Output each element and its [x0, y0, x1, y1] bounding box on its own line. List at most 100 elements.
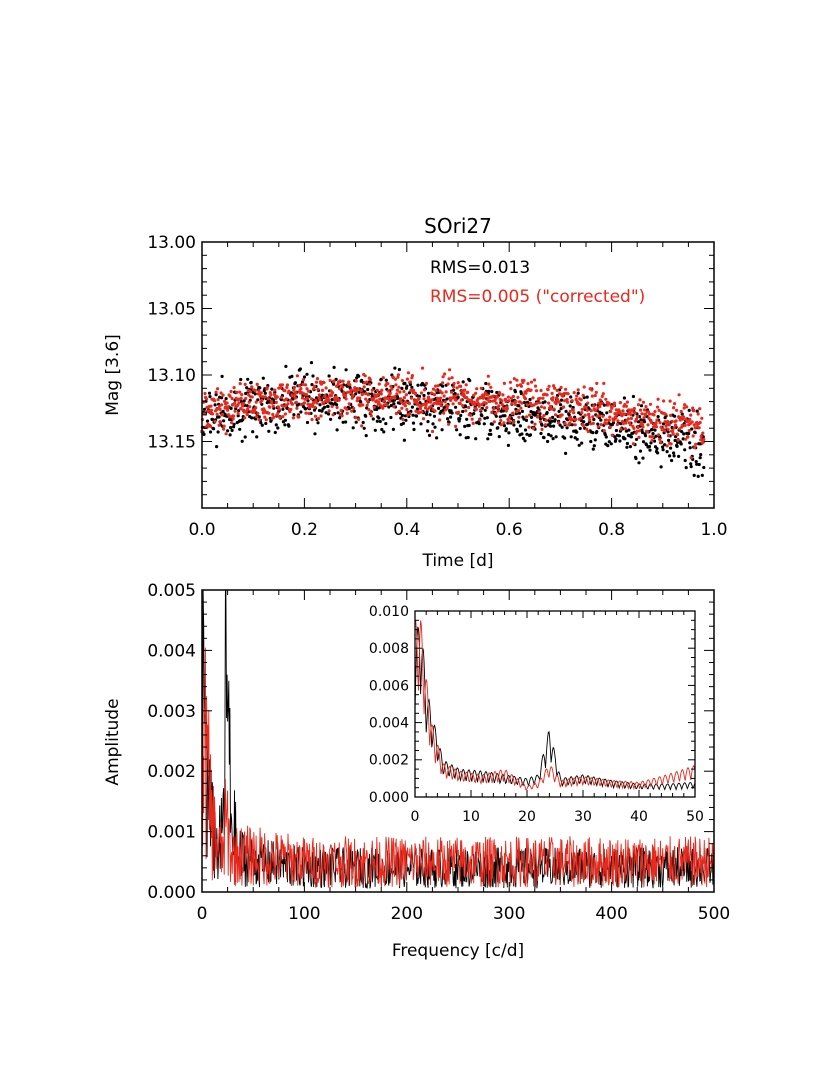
data-point-corrected: [668, 399, 672, 403]
data-point-corrected: [666, 419, 670, 424]
data-point-corrected: [431, 387, 436, 391]
data-point-corrected: [649, 420, 654, 425]
data-point-raw: [586, 422, 590, 426]
data-point-corrected: [515, 383, 520, 388]
data-point-raw: [517, 404, 521, 408]
data-point-corrected: [685, 405, 689, 409]
data-point-corrected: [316, 387, 320, 391]
data-point-corrected: [324, 386, 328, 390]
data-point-corrected: [277, 407, 281, 411]
data-point-raw: [292, 413, 296, 417]
data-point-corrected: [604, 397, 608, 401]
data-point-raw: [246, 377, 250, 381]
data-point-corrected: [338, 387, 342, 391]
data-point-corrected: [438, 418, 442, 422]
data-point-corrected: [568, 421, 572, 425]
data-point-corrected: [610, 433, 614, 437]
data-point-corrected: [637, 429, 642, 433]
data-point-corrected: [286, 402, 290, 406]
data-point-corrected: [473, 403, 477, 407]
data-point-corrected: [381, 406, 385, 410]
data-point-raw: [210, 417, 215, 422]
data-point-corrected: [494, 411, 498, 415]
data-point-corrected: [320, 388, 325, 392]
data-point-corrected: [402, 389, 406, 394]
data-point-corrected: [219, 420, 223, 424]
data-point-corrected: [604, 418, 608, 422]
data-point-corrected: [247, 400, 251, 404]
data-point-raw: [256, 398, 260, 402]
data-point-corrected: [553, 386, 557, 390]
data-point-raw: [520, 432, 524, 436]
data-point-corrected: [502, 381, 506, 385]
data-point-raw: [589, 439, 593, 444]
data-point-corrected: [299, 402, 303, 407]
data-point-corrected: [479, 386, 483, 390]
data-point-corrected: [637, 435, 641, 439]
data-point-raw: [366, 387, 370, 392]
data-point-corrected: [268, 391, 272, 395]
data-point-corrected: [511, 411, 515, 415]
data-point-corrected: [401, 417, 405, 421]
data-point-raw: [682, 432, 686, 436]
data-point-corrected: [335, 405, 339, 410]
data-point-corrected: [442, 411, 446, 415]
data-point-corrected: [305, 387, 309, 391]
data-point-corrected: [508, 420, 512, 424]
data-point-corrected: [345, 411, 349, 415]
data-point-corrected: [403, 404, 407, 408]
data-point-raw: [696, 474, 700, 478]
data-point-corrected: [575, 394, 579, 398]
data-point-corrected: [360, 424, 364, 428]
data-point-corrected: [648, 435, 652, 439]
data-point-corrected: [278, 415, 282, 420]
data-point-raw: [364, 414, 368, 418]
data-point-raw: [341, 420, 345, 424]
data-point-corrected: [280, 383, 284, 387]
data-point-corrected: [602, 429, 606, 433]
data-point-raw: [605, 411, 609, 415]
data-point-corrected: [422, 397, 426, 401]
y-axis-label-mag: Mag [3.6]: [103, 334, 123, 416]
data-point-corrected: [409, 388, 413, 392]
data-point-raw: [690, 427, 694, 431]
data-point-raw: [347, 407, 351, 411]
data-point-corrected: [631, 442, 636, 446]
data-point-corrected: [584, 406, 588, 410]
data-point-raw: [638, 449, 643, 453]
data-point-corrected: [548, 416, 552, 421]
data-point-corrected: [285, 383, 289, 387]
data-point-corrected: [507, 399, 511, 403]
data-point-corrected: [404, 393, 408, 397]
data-point-raw: [214, 393, 218, 397]
data-point-corrected: [341, 385, 345, 389]
data-point-raw: [375, 419, 379, 423]
data-point-raw: [259, 421, 263, 425]
y-tick-label: 0.001: [147, 823, 196, 843]
data-point-corrected: [612, 401, 617, 405]
data-point-raw: [580, 441, 584, 445]
data-point-corrected: [702, 437, 706, 442]
data-point-corrected: [347, 380, 351, 384]
data-point-corrected: [261, 411, 265, 415]
data-point-corrected: [671, 432, 675, 436]
x-tick-label: 500: [698, 904, 730, 924]
data-point-corrected: [217, 423, 221, 427]
data-point-corrected: [506, 395, 510, 399]
data-point-corrected: [492, 407, 496, 411]
data-point-corrected: [564, 387, 568, 391]
data-point-corrected: [448, 368, 452, 372]
data-point-corrected: [505, 406, 509, 411]
data-point-raw: [700, 473, 704, 477]
data-point-corrected: [469, 413, 473, 417]
data-point-corrected: [522, 379, 526, 383]
data-point-corrected: [265, 386, 269, 390]
data-point-corrected: [517, 415, 521, 419]
x-tick-label: 30: [574, 809, 592, 825]
data-point-raw: [625, 445, 629, 449]
data-point-corrected: [406, 371, 410, 375]
data-point-raw: [270, 387, 274, 391]
x-tick-label: 10: [462, 809, 480, 825]
data-point-corrected: [407, 401, 411, 406]
data-point-raw: [360, 378, 364, 382]
